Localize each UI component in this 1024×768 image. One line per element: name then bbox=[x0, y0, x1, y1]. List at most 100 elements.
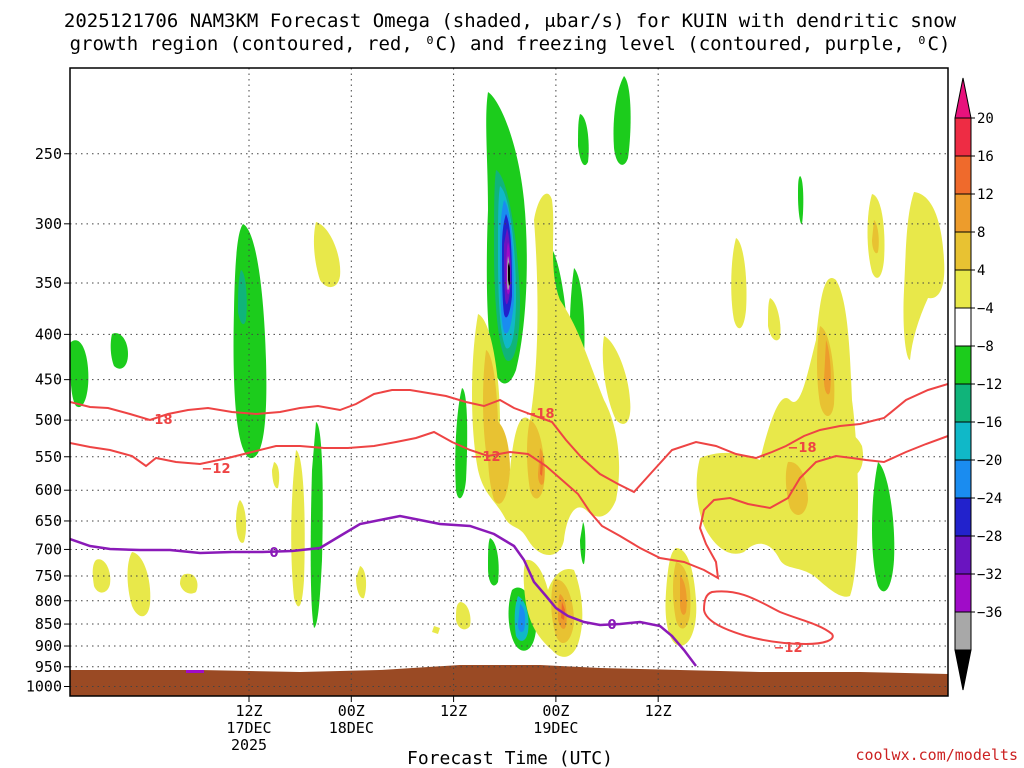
colorbar-swatch bbox=[954, 307, 972, 347]
colorbar-swatch bbox=[954, 535, 972, 575]
pressure-axis: 250 300 350 400 450 500 550 600 650 700 750 800 850 9… bbox=[26, 145, 70, 696]
pressure-tick-label: 350 bbox=[35, 274, 62, 292]
plot-frame bbox=[69, 67, 949, 697]
freezing-level-surface-mark bbox=[186, 670, 204, 673]
omega-region-yellow bbox=[313, 222, 341, 288]
omega-shading bbox=[70, 76, 945, 657]
colorbar-swatch bbox=[954, 459, 972, 499]
omega-region-green bbox=[310, 422, 323, 628]
omega-colorbar: 20 16 12 8 4 −4 −8 −12 −16 −20 −24 −28 −32 −36 bbox=[954, 77, 1002, 691]
colorbar-swatch bbox=[954, 573, 972, 613]
omega-region-yellow bbox=[472, 193, 620, 555]
contour-label-freezing-right: 0 bbox=[607, 618, 616, 633]
colorbar-swatch bbox=[954, 345, 972, 385]
colorbar-top-triangle bbox=[954, 77, 972, 119]
time-tick-label: 00Z bbox=[542, 702, 569, 720]
colorbar-tick-label: −8 bbox=[977, 339, 994, 355]
omega-region-green bbox=[872, 462, 895, 592]
omega-region-orange bbox=[680, 576, 687, 615]
pressure-tick-label: 850 bbox=[35, 615, 62, 633]
colorbar-swatch bbox=[954, 497, 972, 537]
omega-region-green bbox=[798, 176, 804, 225]
omega-region-orange bbox=[561, 602, 565, 620]
time-tick-label: 12Z bbox=[645, 702, 672, 720]
chart-title-line1: 2025121706 NAM3KM Forecast Omega (shaded… bbox=[64, 10, 957, 32]
contours bbox=[70, 383, 948, 667]
colorbar-tick-label: 16 bbox=[977, 149, 994, 165]
pressure-tick-label: 550 bbox=[35, 448, 62, 466]
colorbar-tick-label: 12 bbox=[977, 187, 994, 203]
contour-label-minus18-right: −18 bbox=[788, 441, 817, 456]
omega-region-green bbox=[455, 388, 468, 499]
time-tick-label: 2025 bbox=[231, 736, 267, 754]
pressure-tick-label: 500 bbox=[35, 411, 62, 429]
colorbar-swatch bbox=[954, 269, 972, 309]
pressure-tick-label: 300 bbox=[35, 215, 62, 233]
time-gridlines bbox=[248, 68, 659, 696]
contour-label-minus18-center: −18 bbox=[526, 407, 555, 422]
ground-surface bbox=[70, 665, 948, 696]
colorbar-swatch bbox=[954, 117, 972, 157]
isotherm-contour-minus12 bbox=[70, 430, 948, 580]
omega-region-black bbox=[508, 262, 510, 286]
omega-region-yellow bbox=[180, 573, 198, 594]
colorbar-swatch bbox=[954, 421, 972, 461]
contour-labels: −18 −12 −12 −18 −18 −12 0 0 bbox=[144, 407, 817, 656]
colorbar-swatch bbox=[954, 231, 972, 271]
omega-region-yellow bbox=[602, 336, 631, 424]
pressure-tick-label: 900 bbox=[35, 637, 62, 655]
freezing-level-contour bbox=[70, 514, 697, 667]
time-tick-label: 12Z bbox=[235, 702, 262, 720]
omega-region-yellow bbox=[92, 559, 111, 593]
isotherm-contour-minus12-closed bbox=[702, 590, 834, 646]
omega-region-teal bbox=[238, 270, 247, 325]
time-tick-label: 18DEC bbox=[329, 719, 374, 737]
omega-region-green bbox=[70, 340, 89, 408]
omega-region-yellow bbox=[356, 566, 367, 599]
omega-region-yellow bbox=[291, 450, 305, 607]
omega-region-yellow bbox=[272, 462, 280, 489]
pressure-tick-label: 750 bbox=[35, 567, 62, 585]
colorbar-tick-label: 20 bbox=[977, 111, 994, 127]
source-credit: coolwx.com/modelts bbox=[855, 746, 1018, 764]
colorbar-swatch bbox=[954, 611, 972, 651]
time-tick-label: 19DEC bbox=[533, 719, 578, 737]
pressure-tick-label: 1000 bbox=[26, 678, 62, 696]
colorbar-tick-label: −4 bbox=[977, 301, 994, 317]
colorbar-swatch bbox=[954, 383, 972, 423]
pressure-tick-label: 250 bbox=[35, 145, 62, 163]
contour-label-minus12-center: −12 bbox=[472, 450, 501, 465]
omega-region-yellow bbox=[127, 552, 151, 617]
colorbar-tick-label: 8 bbox=[977, 225, 985, 241]
pressure-tick-label: 400 bbox=[35, 325, 62, 343]
omega-region-yellow bbox=[432, 626, 440, 634]
omega-region-blue bbox=[518, 604, 526, 632]
colorbar-tick-label: −36 bbox=[977, 605, 1002, 621]
omega-region-yellow bbox=[903, 192, 945, 360]
colorbar-swatch bbox=[954, 155, 972, 195]
contour-label-minus12-left: −12 bbox=[202, 462, 231, 477]
colorbar-swatch bbox=[954, 193, 972, 233]
omega-region-orange bbox=[824, 340, 831, 395]
omega-region-yellow bbox=[822, 429, 864, 477]
time-tick-label: 12Z bbox=[440, 702, 467, 720]
omega-region-orange bbox=[487, 419, 510, 504]
omega-region-green bbox=[488, 538, 499, 586]
colorbar-tick-label: −20 bbox=[977, 453, 1002, 469]
colorbar-bottom-triangle bbox=[954, 649, 972, 691]
x-axis-title: Forecast Time (UTC) bbox=[407, 748, 613, 768]
contour-label-minus18-left: −18 bbox=[144, 413, 173, 428]
pressure-tick-label: 450 bbox=[35, 371, 62, 389]
omega-region-green bbox=[613, 76, 631, 165]
pressure-tick-label: 600 bbox=[35, 481, 62, 499]
colorbar-tick-label: −12 bbox=[977, 377, 1002, 393]
omega-region-green bbox=[580, 522, 586, 565]
omega-region-green bbox=[110, 333, 128, 369]
time-tick-label: 17DEC bbox=[226, 719, 271, 737]
colorbar-tick-label: −16 bbox=[977, 415, 1002, 431]
pressure-tick-label: 800 bbox=[35, 592, 62, 610]
pressure-tick-label: 650 bbox=[35, 512, 62, 530]
pressure-tick-label: 700 bbox=[35, 540, 62, 558]
time-tick-label: 00Z bbox=[338, 702, 365, 720]
